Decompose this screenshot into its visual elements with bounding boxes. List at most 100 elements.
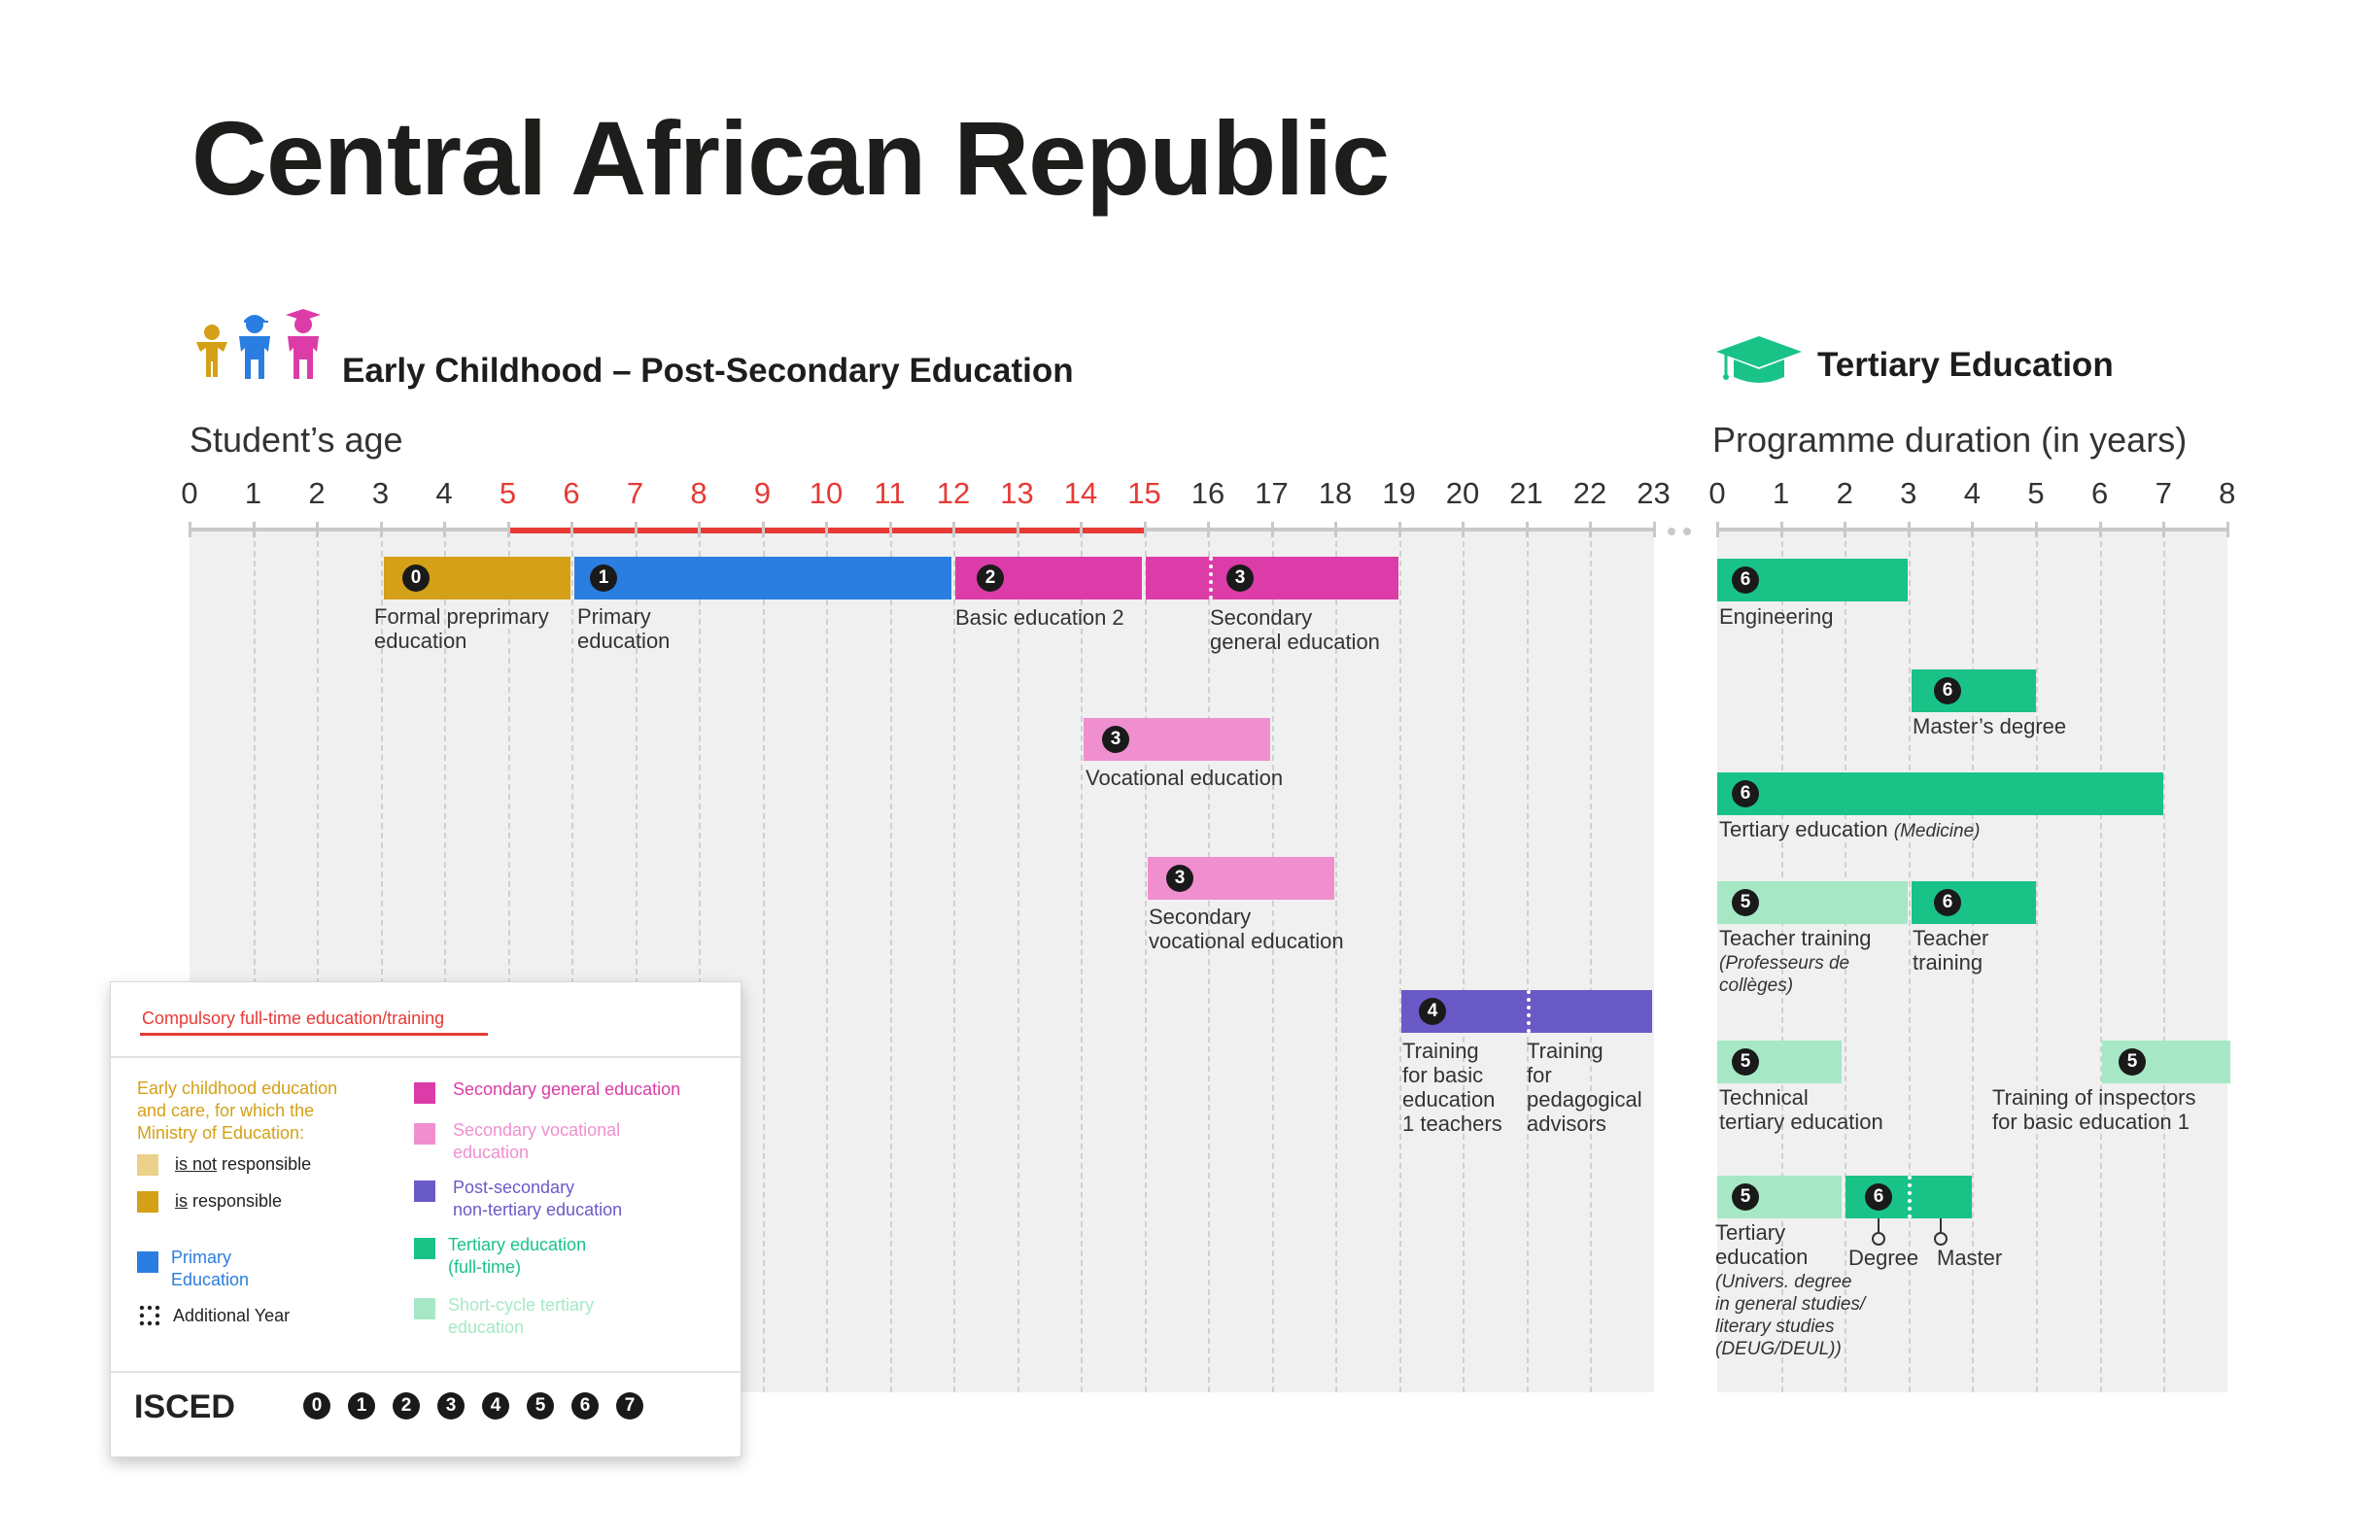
age-tick-label: 16 xyxy=(1190,476,1225,510)
legend-divider xyxy=(111,1371,741,1373)
duration-tick-label: 7 xyxy=(2155,476,2172,510)
additional-year-marker xyxy=(1908,1176,1912,1218)
legend-panel: Compulsory full-time education/training … xyxy=(110,981,742,1457)
isced-badge: 5 xyxy=(2119,1048,2146,1076)
legend-tertiary: Tertiary education (full-time) xyxy=(448,1235,587,1277)
legend-ecec-title: Early childhood education and care, for w… xyxy=(137,1078,338,1143)
masters-bar xyxy=(1912,669,2036,712)
technical-tertiary-label: Technical tertiary education xyxy=(1719,1085,1883,1134)
isced-level-badge: 6 xyxy=(571,1392,599,1420)
isced-badge: 6 xyxy=(1865,1183,1892,1211)
age-tick-mark xyxy=(570,522,573,537)
duration-grid-line xyxy=(1908,531,1911,1392)
age-tick-label: 19 xyxy=(1382,476,1416,510)
duration-tick-label: 6 xyxy=(2090,476,2109,510)
duration-tick-mark xyxy=(2098,522,2102,537)
age-tick-label: 10 xyxy=(809,476,844,510)
legend-swatch-secondary-general xyxy=(414,1082,435,1104)
age-grid-line xyxy=(1271,531,1274,1392)
isced-level-badge: 3 xyxy=(437,1392,465,1420)
age-tick-label: 8 xyxy=(690,476,707,510)
duration-grid-line xyxy=(2163,531,2166,1392)
primary-bar xyxy=(574,557,951,599)
axis-break-dot xyxy=(1668,528,1675,535)
legend-compulsory: Compulsory full-time education/training xyxy=(142,1009,445,1028)
age-tick-label: 22 xyxy=(1572,476,1607,510)
age-grid-line xyxy=(1017,531,1019,1392)
isced-level-badge: 2 xyxy=(393,1392,420,1420)
age-grid-line xyxy=(826,531,828,1392)
age-grid-line xyxy=(889,531,892,1392)
legend-swatch-primary xyxy=(137,1251,158,1273)
age-tick-label: 6 xyxy=(563,476,580,510)
graduation-cap-icon xyxy=(1716,336,1802,383)
pedagogical-advisors-label: Training for pedagogical advisors xyxy=(1527,1039,1642,1136)
legend-responsible: is responsible xyxy=(175,1191,283,1211)
duration-grid-line xyxy=(2099,531,2102,1392)
duration-tick-label: 5 xyxy=(2027,476,2045,510)
university-5-note: (Univers. degree in general studies/ lite… xyxy=(1715,1272,1866,1359)
axis-break-dot xyxy=(1683,528,1691,535)
age-grid-line xyxy=(571,531,573,1392)
age-grid-line xyxy=(1144,531,1147,1392)
legend-secondary-vocational: Secondary vocational education xyxy=(453,1120,621,1162)
primary-label: Primary education xyxy=(577,604,671,653)
master-marker-stem xyxy=(1940,1218,1942,1234)
degree-marker-icon xyxy=(1872,1232,1885,1246)
duration-tick-mark xyxy=(1779,522,1783,537)
legend-compulsory-line xyxy=(140,1033,488,1036)
isced-badge: 6 xyxy=(1732,780,1759,807)
legend-swatch-not-responsible xyxy=(137,1154,158,1176)
isced-badge: 3 xyxy=(1166,865,1193,892)
age-tick-label: 17 xyxy=(1255,476,1289,510)
age-tick-mark xyxy=(1016,522,1019,537)
duration-axis-title: Programme duration (in years) xyxy=(1712,420,2188,460)
age-tick-mark xyxy=(1525,522,1529,537)
masters-label: Master’s degree xyxy=(1913,714,2067,738)
age-tick-mark xyxy=(252,522,256,537)
age-tick-label: 11 xyxy=(874,476,906,510)
age-tick-mark xyxy=(1462,522,1465,537)
teacher-basic-label: Training for basic education 1 teachers xyxy=(1402,1039,1502,1136)
additional-year-marker xyxy=(1209,557,1213,599)
age-grid-line xyxy=(762,531,765,1392)
age-grid-line xyxy=(380,531,383,1392)
isced-badge: 2 xyxy=(977,565,1004,592)
age-tick-mark xyxy=(1589,522,1592,537)
legend-swatch-responsible xyxy=(137,1191,158,1213)
legend-divider xyxy=(111,1056,741,1058)
age-grid-line xyxy=(253,531,256,1392)
age-tick-label: 9 xyxy=(753,476,772,510)
isced-level-badge: 0 xyxy=(303,1392,330,1420)
duration-tick-label: 1 xyxy=(1772,476,1790,510)
age-tick-mark xyxy=(379,522,383,537)
duration-tick-label: 0 xyxy=(1708,476,1726,510)
age-grid-line xyxy=(1208,531,1210,1392)
age-tick-label: 21 xyxy=(1509,476,1543,510)
master-marker-label: Master xyxy=(1937,1246,2003,1270)
medicine-label: Tertiary education (Medicine) xyxy=(1719,817,1981,841)
legend-swatch-short-cycle xyxy=(414,1298,435,1319)
age-tick-mark xyxy=(1652,522,1656,537)
teacher-training-5-note: (Professeurs de collèges) xyxy=(1719,953,1850,996)
legend-post-secondary: Post-secondary non-tertiary education xyxy=(453,1178,623,1219)
duration-grid-line xyxy=(1845,531,1847,1392)
age-grid-line xyxy=(699,531,701,1392)
secondary-general-bar xyxy=(1146,557,1398,599)
duration-tick-mark xyxy=(1716,522,1719,537)
additional-year-marker xyxy=(1527,990,1531,1033)
duration-tick-mark xyxy=(1907,522,1911,537)
duration-tick-label: 4 xyxy=(1963,476,1982,510)
duration-tick-mark xyxy=(1844,522,1847,537)
medicine-bar xyxy=(1717,772,2163,815)
age-tick-mark xyxy=(1334,522,1337,537)
page-title: Central African Republic xyxy=(191,99,1390,217)
legend-primary: Primary Education xyxy=(171,1248,250,1289)
degree-marker-stem xyxy=(1878,1218,1880,1234)
duration-grid-line xyxy=(1780,531,1783,1392)
age-tick-mark xyxy=(1270,522,1274,537)
isced-level-badge: 4 xyxy=(482,1392,509,1420)
age-tick-label: 5 xyxy=(499,476,517,510)
age-tick-mark xyxy=(1080,522,1083,537)
